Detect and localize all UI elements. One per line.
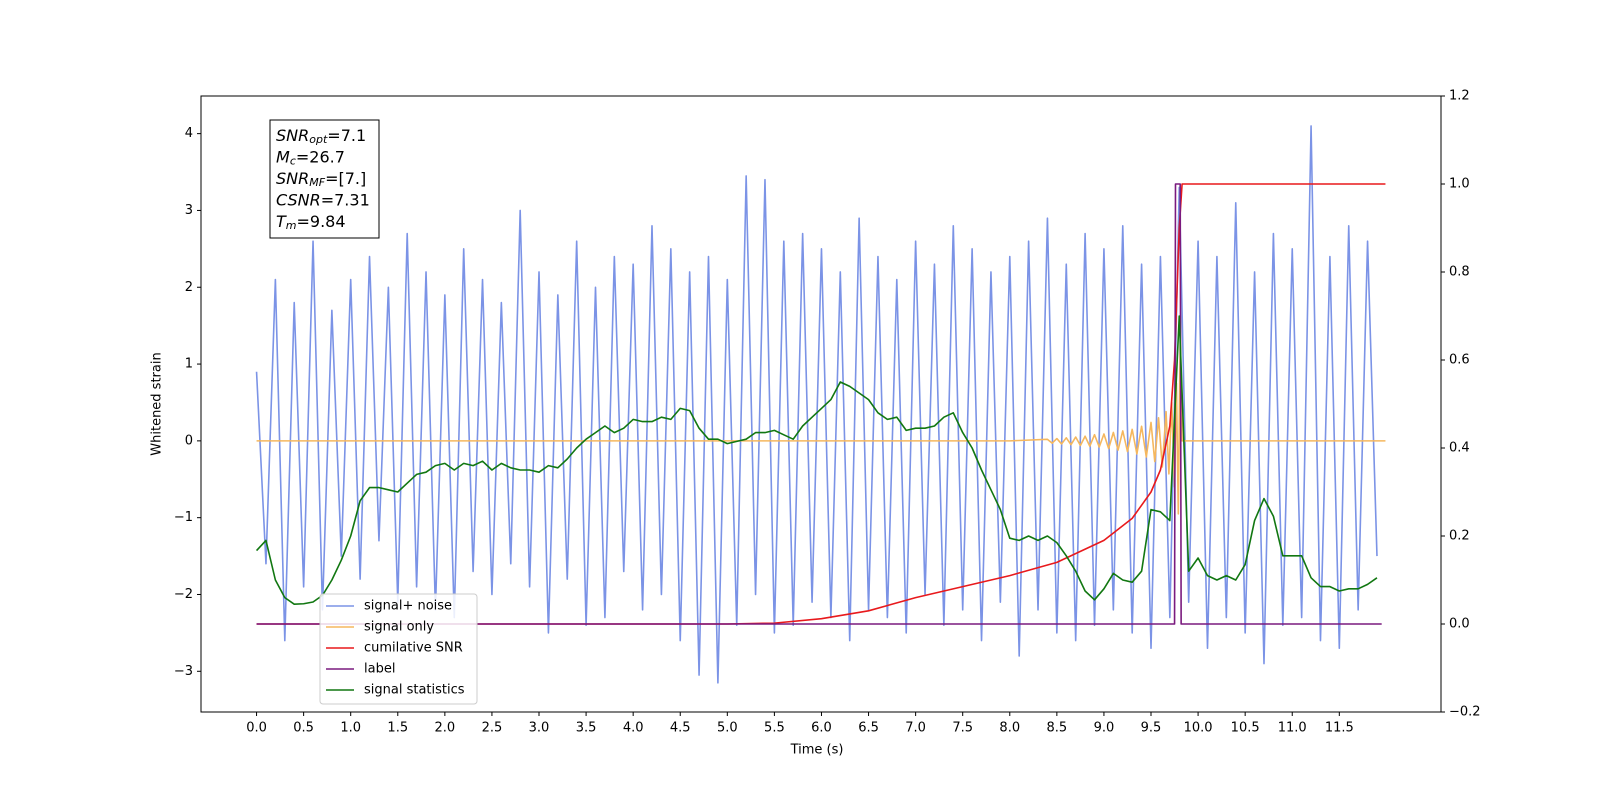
legend-label: label <box>364 662 395 677</box>
annotation-line: Tm=9.84 <box>276 212 346 233</box>
x-tick-label: 11.0 <box>1278 721 1307 736</box>
x-tick-label: 4.5 <box>670 721 691 736</box>
annotation-subscript: opt <box>309 133 328 146</box>
y-tick-label: 0 <box>185 433 193 448</box>
annotation-symbol: CSNR <box>276 190 321 209</box>
y-tick-label: 4 <box>185 126 193 141</box>
legend: signal+ noise signal only cumilative SNR la… <box>319 593 478 705</box>
x-tick-label: 10.5 <box>1231 721 1260 736</box>
series-line <box>256 183 1382 625</box>
x-axis-label: Time (s) <box>790 743 844 758</box>
x-tick-label: 7.0 <box>905 721 926 736</box>
y-tick-label: −3 <box>174 664 193 679</box>
annotation-symbol: M <box>276 147 290 166</box>
x-tick-label: 2.0 <box>435 721 456 736</box>
x-tick-label: 11.5 <box>1325 721 1354 736</box>
annotation-symbol: SNR <box>276 126 309 145</box>
plot-frame <box>200 95 1442 713</box>
series-line <box>255 125 1378 684</box>
x-tick-label: 6.0 <box>811 721 832 736</box>
y2-tick-label: −0.2 <box>1449 705 1481 720</box>
y2-tick-label: 0.2 <box>1449 529 1470 544</box>
y2-tick-label: 0.8 <box>1449 265 1470 280</box>
x-tick-label: 8.0 <box>999 721 1020 736</box>
x-tick-label: 0.0 <box>246 721 267 736</box>
annotation-value: =7.31 <box>321 190 370 209</box>
y2-tick-label: 1.0 <box>1449 177 1470 192</box>
annotation-symbol: T <box>276 212 287 231</box>
series-line <box>256 340 1386 515</box>
y-tick-label: 3 <box>185 203 193 218</box>
annotation-value: =26.7 <box>296 147 345 166</box>
x-tick-label: 3.5 <box>576 721 597 736</box>
legend-label: signal statistics <box>364 683 465 698</box>
x-tick-label: 0.5 <box>293 721 314 736</box>
annotation-value: =[7.] <box>325 169 366 188</box>
annotation-box <box>269 119 380 239</box>
annotation: SNRopt=7.1Mc=26.7SNRMF=[7.]CSNR=7.31Tm=9… <box>269 119 380 239</box>
annotation-line: CSNR=7.31 <box>276 190 370 209</box>
y-tick-label: −2 <box>174 587 193 602</box>
y-tick-label: 2 <box>185 280 193 295</box>
annotation-line: SNRMF=[7.] <box>276 169 366 190</box>
x-tick-label: 9.0 <box>1094 721 1115 736</box>
y-tick-label: 1 <box>185 357 193 372</box>
y-axis-label: Whitened strain <box>150 352 165 455</box>
y2-tick-label: 0.0 <box>1449 617 1470 632</box>
x-tick-label: 8.5 <box>1047 721 1068 736</box>
x-tick-label: 4.0 <box>623 721 644 736</box>
y-tick-label: −1 <box>174 510 193 525</box>
legend-label: signal+ noise <box>364 599 452 614</box>
annotation-value: =7.1 <box>327 126 366 145</box>
x-tick-label: 1.0 <box>340 721 361 736</box>
y2-tick-label: 1.2 <box>1449 89 1470 104</box>
x-tick-label: 1.5 <box>387 721 408 736</box>
x-tick-label: 6.5 <box>858 721 879 736</box>
x-tick-label: 5.0 <box>717 721 738 736</box>
legend-label: signal only <box>364 620 434 635</box>
x-tick-label: 9.5 <box>1141 721 1162 736</box>
annotation-subscript: m <box>286 219 297 232</box>
legend-label: cumilative SNR <box>364 641 463 656</box>
annotation-line: SNRopt=7.1 <box>276 126 366 147</box>
x-tick-label: 7.5 <box>952 721 973 736</box>
annotation-line: Mc=26.7 <box>276 147 345 168</box>
x-tick-label: 3.0 <box>529 721 550 736</box>
y2-tick-label: 0.4 <box>1449 441 1470 456</box>
x-tick-label: 10.0 <box>1184 721 1213 736</box>
annotation-subscript: MF <box>309 176 325 189</box>
annotation-subscript: c <box>290 155 296 168</box>
x-tick-label: 2.5 <box>482 721 503 736</box>
y2-tick-label: 0.6 <box>1449 353 1470 368</box>
legend-box <box>319 593 478 705</box>
x-tick-label: 5.5 <box>764 721 785 736</box>
annotation-symbol: SNR <box>276 169 309 188</box>
annotation-value: =9.84 <box>297 212 346 231</box>
series-line <box>255 315 1378 605</box>
